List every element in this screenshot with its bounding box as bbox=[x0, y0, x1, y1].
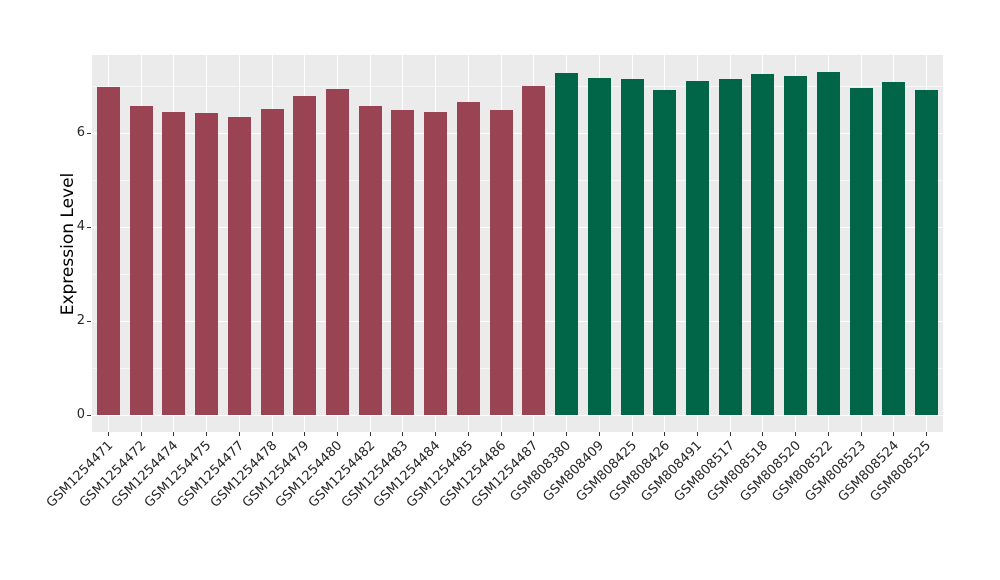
x-tick-mark bbox=[402, 432, 404, 436]
bar bbox=[915, 90, 939, 415]
x-tick-mark bbox=[827, 432, 829, 436]
x-tick-mark bbox=[631, 432, 633, 436]
x-tick-mark bbox=[533, 432, 535, 436]
y-tick-mark bbox=[87, 132, 91, 134]
bar bbox=[325, 88, 349, 415]
gridline-major bbox=[92, 132, 943, 134]
y-tick-label: 0 bbox=[76, 407, 85, 422]
bar bbox=[195, 113, 219, 415]
bar bbox=[587, 77, 611, 415]
bar bbox=[260, 109, 284, 415]
bar bbox=[784, 75, 808, 415]
bar bbox=[686, 81, 710, 415]
y-tick-mark bbox=[87, 226, 91, 228]
bar bbox=[391, 110, 415, 415]
bar bbox=[96, 87, 120, 415]
bar bbox=[555, 72, 579, 415]
plot-panel bbox=[92, 55, 943, 432]
y-tick-label: 4 bbox=[76, 219, 85, 234]
x-tick-mark bbox=[467, 432, 469, 436]
bar bbox=[882, 82, 906, 415]
x-tick-mark bbox=[173, 432, 175, 436]
y-tick-mark bbox=[87, 320, 91, 322]
gridline-major bbox=[92, 414, 943, 416]
x-tick-mark bbox=[435, 432, 437, 436]
x-tick-mark bbox=[566, 432, 568, 436]
x-tick-mark bbox=[140, 432, 142, 436]
x-tick-mark bbox=[206, 432, 208, 436]
gridline-minor bbox=[92, 367, 943, 369]
x-tick-mark bbox=[500, 432, 502, 436]
x-tick-mark bbox=[304, 432, 306, 436]
bar bbox=[718, 78, 742, 415]
gridline-major bbox=[92, 226, 943, 228]
x-tick-mark bbox=[598, 432, 600, 436]
x-tick-mark bbox=[664, 432, 666, 436]
x-tick-mark bbox=[795, 432, 797, 436]
bar bbox=[129, 106, 153, 415]
bar bbox=[162, 112, 186, 415]
y-axis-title: Expression Level bbox=[58, 172, 78, 316]
bar bbox=[227, 116, 251, 415]
bar bbox=[456, 101, 480, 415]
bar bbox=[293, 96, 317, 415]
bar bbox=[849, 88, 873, 415]
x-tick-mark bbox=[369, 432, 371, 436]
x-tick-mark bbox=[762, 432, 764, 436]
y-tick-label: 2 bbox=[76, 313, 85, 328]
y-tick-label: 6 bbox=[76, 125, 85, 140]
gridline-minor bbox=[92, 273, 943, 275]
bar bbox=[489, 110, 513, 415]
x-tick-mark bbox=[860, 432, 862, 436]
x-tick-mark bbox=[107, 432, 109, 436]
x-tick-mark bbox=[238, 432, 240, 436]
x-tick-mark bbox=[336, 432, 338, 436]
bar bbox=[816, 72, 840, 415]
gridline-major bbox=[92, 320, 943, 322]
gridline-minor bbox=[92, 179, 943, 181]
bar bbox=[653, 89, 677, 415]
gridline-minor bbox=[92, 85, 943, 87]
x-tick-mark bbox=[271, 432, 273, 436]
bar bbox=[620, 79, 644, 415]
bar bbox=[358, 105, 382, 415]
x-tick-mark bbox=[893, 432, 895, 436]
y-tick-mark bbox=[87, 414, 91, 416]
x-tick-mark bbox=[697, 432, 699, 436]
bar bbox=[522, 86, 546, 415]
x-tick-mark bbox=[729, 432, 731, 436]
x-tick-mark bbox=[926, 432, 928, 436]
bar bbox=[751, 73, 775, 415]
bar bbox=[424, 111, 448, 415]
